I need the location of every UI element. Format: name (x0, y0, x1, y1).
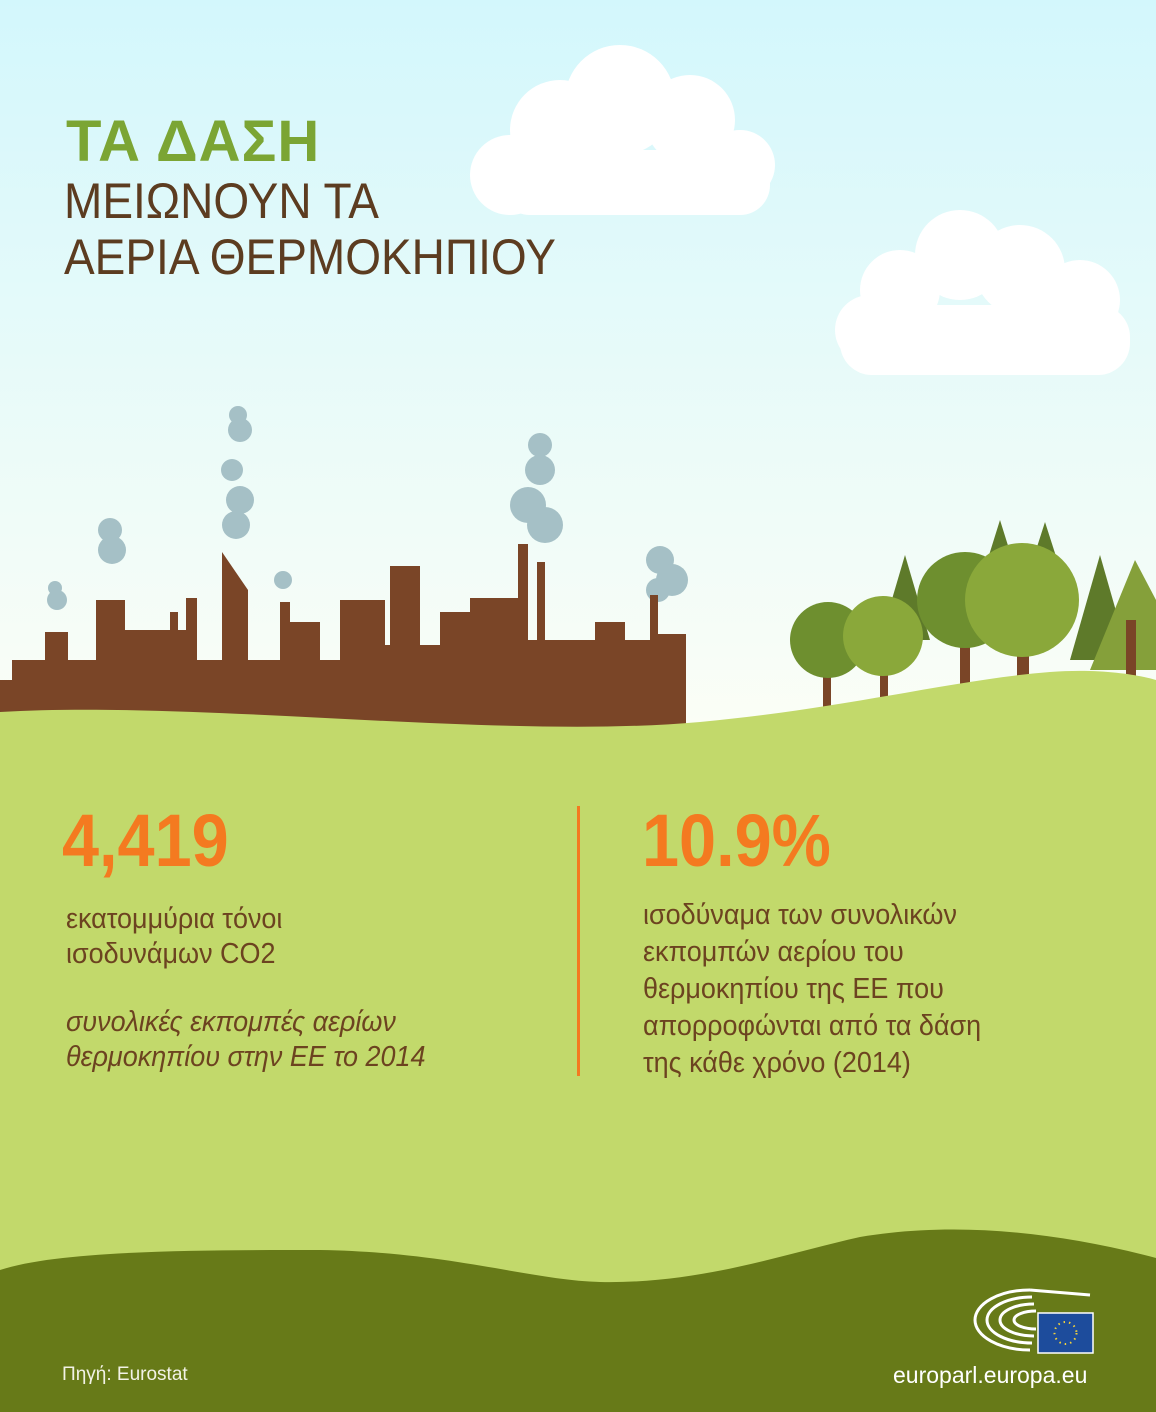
stat-emissions-note-2: θερμοκηπίου στην ΕΕ το 2014 (66, 1041, 426, 1073)
stat-absorption-value: 10.9% (642, 799, 831, 882)
stat-emissions-unit-2: ισοδυνάμων CO2 (66, 938, 276, 970)
stat-emissions-unit-1: εκατομμύρια τόνοι (66, 903, 283, 935)
divider (577, 806, 580, 1076)
page-title: ΤΑ ΔΑΣΗ (66, 109, 321, 174)
stat-absorption-desc-5: της κάθε χρόνο (2014) (643, 1047, 911, 1079)
ground-dark-hill (0, 1229, 1156, 1412)
stat-absorption-desc-1: ισοδύναμα των συνολικών (643, 899, 957, 931)
subtitle-line-2: ΑΕΡΙΑ ΘΕΡΜΟΚΗΠΙΟΥ (64, 229, 556, 285)
stat-absorption-desc-4: απορροφώνται από τα δάση (643, 1010, 982, 1042)
eu-flag-icon (1037, 1312, 1094, 1354)
forest-trees (790, 520, 1156, 730)
stat-emissions-value: 4,419 (62, 799, 229, 882)
source-label: Πηγή: Eurostat (62, 1364, 188, 1385)
smoke-icon (47, 406, 688, 610)
stat-absorption-desc-3: θερμοκηπίου της ΕΕ που (643, 973, 944, 1005)
european-parliament-logo (973, 1288, 1094, 1354)
subtitle-line-1: ΜΕΙΩΝΟΥΝ ΤΑ (64, 173, 379, 229)
cloud-icon (835, 210, 1130, 375)
factory-skyline (0, 544, 686, 760)
website-link[interactable]: europarl.europa.eu (893, 1362, 1088, 1388)
stat-emissions-note-1: συνολικές εκπομπές αερίων (66, 1006, 396, 1038)
stat-absorption-desc-2: εκπομπών αερίου του (643, 936, 904, 968)
cloud-icon (470, 45, 775, 215)
